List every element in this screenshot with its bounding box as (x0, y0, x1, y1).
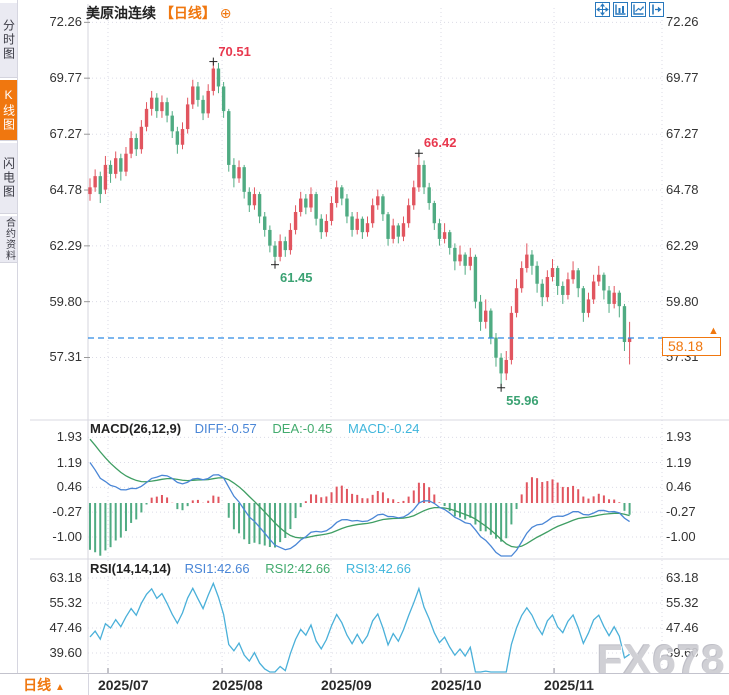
macd-axis-label-left: 1.93 (56, 429, 82, 445)
macd-axis-label-right: 0.46 (666, 479, 692, 495)
price-axis-label-left: 72.26 (49, 14, 82, 30)
rsi-axis-label-right: 39.60 (666, 645, 699, 660)
date-label: 2025/10 (430, 677, 482, 693)
pan-right-icon[interactable] (649, 2, 664, 17)
date-label: 2025/09 (321, 677, 372, 693)
sidebar-tab-lightning-chart[interactable]: 闪电图 (0, 143, 18, 214)
price-axis-label-left: 64.78 (49, 182, 82, 198)
last-price-tag: 58.18 (662, 337, 721, 356)
price-axis-label-left: 57.31 (49, 349, 82, 365)
macd-axis-label-left: -1.00 (52, 529, 82, 544)
period-button[interactable]: 日线 ▲ (0, 674, 89, 695)
macd-axis-label-right: -1.00 (666, 529, 696, 544)
sidebar-tab-time-chart[interactable]: 分时图 (0, 3, 18, 78)
price-axis-label-left: 62.29 (49, 237, 82, 253)
macd-header: MACD(26,12,9) DIFF:-0.57 DEA:-0.45 MACD:… (90, 421, 420, 436)
high-annotation: 70.51 (218, 43, 251, 59)
price-axis-label-right: 69.77 (666, 70, 699, 86)
macd-axis-label-right: 1.19 (666, 454, 692, 470)
price-axis-label-right: 59.80 (666, 293, 699, 309)
macd-axis-label-left: 0.46 (56, 479, 82, 495)
rsi-axis-label-left: 63.18 (49, 570, 82, 585)
date-label: 2025/11 (544, 677, 594, 693)
chart-axis-line-icon[interactable] (631, 2, 646, 17)
price-axis-label-right: 72.26 (666, 14, 699, 30)
macd-dea-value: DEA:-0.45 (272, 421, 333, 436)
rsi-axis-label-left: 55.32 (49, 595, 82, 610)
rsi1-value: RSI1:42.66 (184, 561, 250, 576)
period-label: 日线 (23, 677, 52, 693)
crosshair-move-icon[interactable] (595, 2, 610, 17)
macd-axis-label-right: -0.27 (666, 504, 696, 520)
macd-macd-value: MACD:-0.24 (348, 421, 420, 436)
macd-axis-label-left: -0.27 (52, 504, 82, 520)
rsi-axis-label-left: 39.60 (49, 645, 82, 660)
rsi2-value: RSI2:42.66 (265, 561, 331, 576)
macd-axis-label-right: 1.93 (666, 429, 692, 445)
macd-diff-value: DIFF:-0.57 (194, 421, 257, 436)
date-label: 2025/08 (212, 677, 263, 693)
price-axis-label-left: 69.77 (49, 70, 82, 86)
date-label: 2025/07 (97, 677, 149, 693)
macd-title: MACD(26,12,9) (90, 421, 182, 436)
rsi-header: RSI(14,14,14) RSI1:42.66 RSI2:42.66 RSI3… (90, 561, 411, 576)
rsi-title: RSI(14,14,14) (90, 561, 171, 576)
chart-axis-bars-icon[interactable] (613, 2, 628, 17)
price-up-marker-icon: ▲ (708, 325, 719, 337)
price-axis-label-right: 67.27 (666, 126, 699, 142)
rsi-axis-label-left: 47.46 (49, 620, 82, 635)
rsi-axis-label-right: 55.32 (666, 595, 699, 610)
price-axis-label-right: 62.29 (666, 237, 699, 253)
sidebar-tab-contract-info[interactable]: 合约资料 (0, 216, 18, 263)
chart-toolbar (595, 2, 664, 17)
low-annotation: 55.96 (506, 392, 539, 408)
low-annotation: 61.45 (280, 269, 313, 285)
rsi-axis-label-right: 63.18 (666, 570, 699, 585)
price-axis-label-left: 67.27 (49, 126, 82, 142)
chart-title-row: 美原油连续 【日线】 ⊕ (86, 3, 232, 23)
rsi3-value: RSI3:42.66 (345, 561, 411, 576)
high-annotation: 66.42 (423, 135, 457, 151)
bottom-bar: 日线 ▲ (0, 673, 729, 695)
price-axis-label-right: 64.78 (666, 182, 699, 198)
sidebar-divider (17, 0, 18, 673)
price-axis-label-left: 59.80 (49, 293, 82, 309)
rsi-axis-label-right: 47.46 (666, 620, 699, 635)
macd-axis-label-left: 1.19 (56, 454, 82, 470)
symbol-title: 美原油连续 (86, 5, 156, 21)
add-indicator-icon[interactable]: ⊕ (219, 5, 232, 21)
period-arrow-icon: ▲ (54, 682, 65, 693)
sidebar-tab-kline-chart[interactable]: K线图 (0, 80, 18, 141)
period-selector[interactable]: 【日线】 (159, 5, 216, 21)
